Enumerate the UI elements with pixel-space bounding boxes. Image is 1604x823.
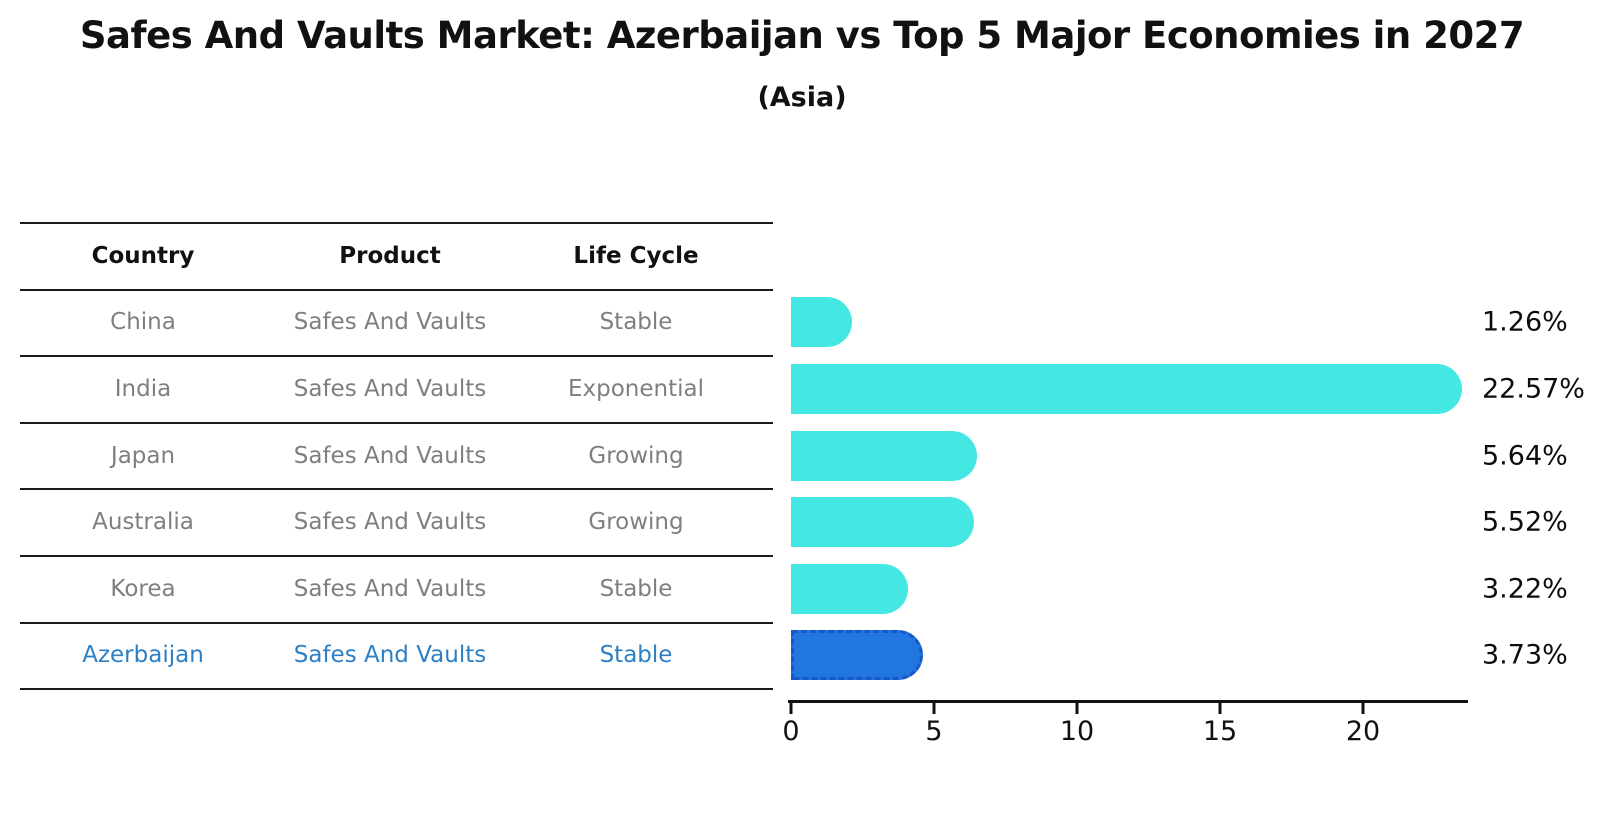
x-tick-label: 20 (1345, 716, 1381, 747)
page-title: Safes And Vaults Market: Azerbaijan vs T… (79, 14, 1525, 57)
bar-value-label: 1.26% (1482, 306, 1568, 338)
table-cell-product: Safes And Vaults (293, 575, 487, 602)
table-cell-product: Safes And Vaults (293, 642, 487, 669)
bar-value-label: 3.22% (1482, 573, 1568, 605)
table-cell-life-cycle: Stable (599, 309, 673, 336)
table-cell-product: Safes And Vaults (293, 509, 487, 536)
table-row-line (20, 488, 773, 491)
x-tick-label: 0 (782, 716, 800, 747)
column-header-product: Product (339, 243, 441, 269)
table-cell-life-cycle: Growing (588, 442, 684, 469)
bar-value-label: 22.57% (1482, 373, 1585, 405)
x-tick (932, 703, 936, 714)
table-row-line (20, 555, 773, 557)
table-row-line (20, 421, 773, 424)
table-row-line (20, 288, 773, 291)
table-cell-country: China (110, 309, 176, 336)
x-tick-label: 10 (1059, 716, 1095, 747)
table-cell-country: Japan (110, 442, 176, 469)
table-row-line (20, 355, 773, 358)
table-cell-product: Safes And Vaults (293, 375, 487, 402)
table-cell-product: Safes And Vaults (293, 309, 487, 336)
bar (791, 297, 852, 348)
column-header-country: Country (91, 243, 195, 269)
x-tick (789, 703, 793, 714)
column-header-life-cycle: Life Cycle (573, 243, 699, 269)
bar (791, 363, 1462, 414)
table-row-line (20, 621, 773, 624)
table-cell-life-cycle: Growing (588, 509, 684, 536)
table-row-line (20, 222, 773, 224)
bar-value-label: 5.64% (1482, 440, 1568, 471)
table-cell-life-cycle: Stable (599, 575, 673, 602)
bar (791, 563, 909, 614)
x-axis-line (788, 700, 1468, 703)
table-cell-life-cycle: Exponential (567, 375, 705, 402)
x-tick-label: 5 (925, 716, 943, 747)
table-cell-country: Australia (92, 509, 194, 536)
x-tick-label: 15 (1202, 716, 1238, 747)
bar (791, 430, 978, 481)
table-cell-life-cycle: Stable (599, 642, 673, 669)
x-tick (1361, 703, 1365, 714)
chart-subtitle: (Asia) (757, 82, 847, 113)
x-tick (1218, 703, 1222, 714)
x-tick (1075, 703, 1079, 714)
highlight-bar (791, 630, 923, 681)
table-cell-product: Safes And Vaults (293, 442, 487, 469)
bar-value-label: 5.52% (1482, 506, 1568, 538)
bar-value-label: 3.73% (1482, 639, 1568, 671)
bar (791, 497, 974, 548)
table-cell-country: Korea (110, 575, 176, 602)
table-cell-country: Azerbaijan (82, 642, 204, 669)
table-cell-country: India (114, 375, 172, 402)
table-row-line (20, 688, 773, 691)
